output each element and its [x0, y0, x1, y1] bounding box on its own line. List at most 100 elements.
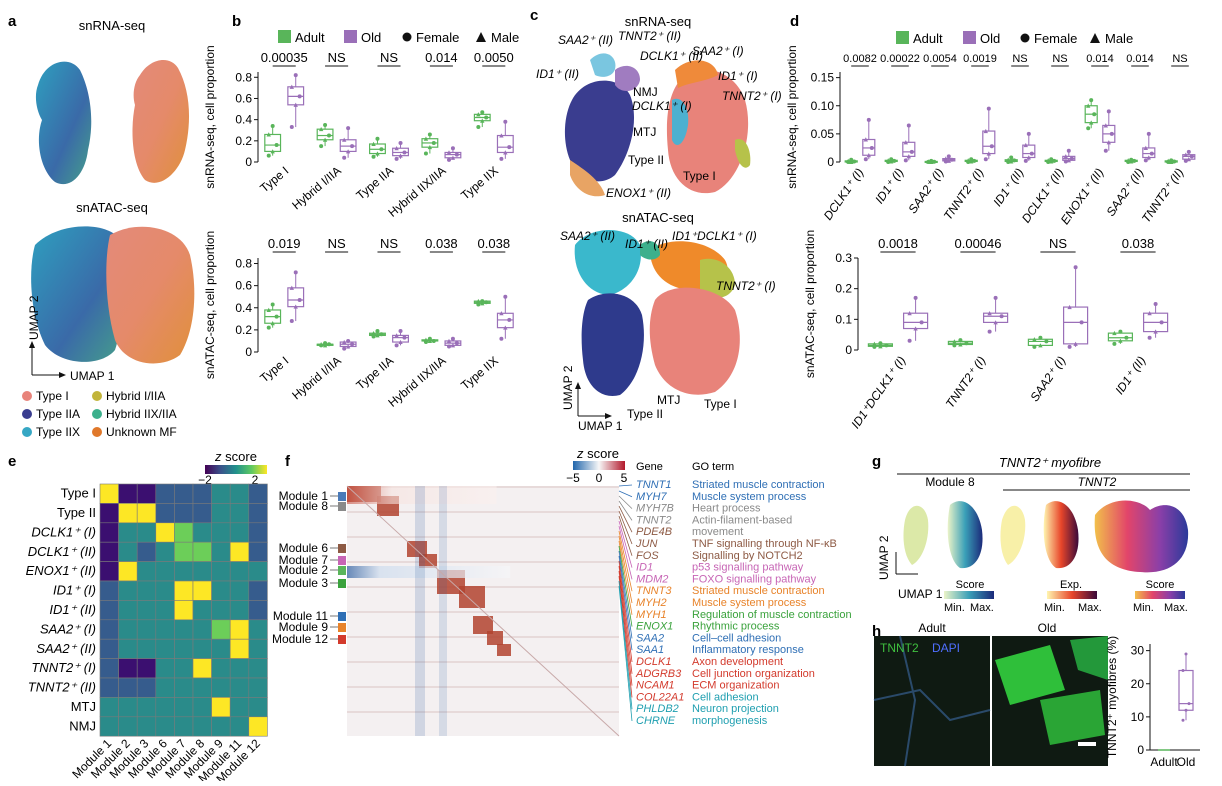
data-point-female [342, 155, 347, 160]
p-value-label: NS [1052, 53, 1067, 65]
data-point-female [946, 154, 951, 159]
f-module-sidebar [338, 502, 346, 511]
legend-label: Type IIA [36, 407, 80, 421]
data-point-male [394, 333, 399, 338]
umap-axis-y-label: UMAP 2 [877, 535, 891, 580]
umap-axis-x-label: UMAP 1 [70, 369, 115, 383]
heatmap-cell [192, 561, 212, 582]
legend-label: Hybrid I/IIA [106, 389, 165, 403]
heatmap-cell [229, 600, 250, 621]
heatmap-cell [99, 658, 119, 679]
data-point-female [852, 159, 857, 164]
data-point-female [1146, 131, 1151, 136]
heatmap-cell [248, 716, 268, 737]
g-min-label: Min. [1133, 602, 1154, 614]
box-old [902, 312, 929, 330]
heatmap-cell [99, 503, 119, 524]
data-point-female [958, 338, 963, 343]
heatmap-cell [136, 619, 157, 640]
y-tick-label: 0.2 [235, 323, 252, 337]
f-heatmap-rowstripe [347, 536, 619, 538]
data-point-male [1006, 157, 1011, 162]
f-gene-connector [618, 520, 633, 568]
heatmap-cell [192, 600, 212, 621]
panel-letter-d: d [790, 13, 799, 30]
heatmap-cell [136, 677, 157, 698]
f-diagonal [346, 485, 620, 737]
legend-swatch [22, 391, 32, 401]
legend-male-label: Male [491, 30, 519, 45]
panel-letter-f: f [285, 453, 291, 470]
data-point-male [1143, 145, 1148, 150]
p-value-label: 0.038 [478, 236, 511, 251]
heatmap-cell [192, 619, 212, 640]
y-tick-label: 0.05 [811, 127, 835, 141]
data-point-female [913, 295, 918, 300]
data-point-male [345, 344, 351, 349]
box-old [982, 130, 996, 155]
data-point-male [889, 159, 894, 164]
data-point-male [1086, 103, 1091, 108]
arrow-right-icon [605, 413, 612, 419]
data-point-female [952, 343, 957, 348]
data-point-male [322, 137, 328, 142]
f-gene-label: ENOX1 [636, 621, 673, 633]
legend-adult-label: Adult [913, 31, 943, 46]
heatmap-cell [155, 483, 175, 504]
data-point-male [270, 321, 275, 326]
chart-b-top: 0 0.2 0.4 0.6 0.8 snRNA-seq, cell proportion 0… [203, 45, 514, 220]
panel-g: TNNT2⁺ myofibre Module 8 TNNT2 UMAP 2 UM… [877, 455, 1190, 614]
data-point-male [903, 140, 908, 145]
data-point-female [484, 115, 489, 120]
f-module-label: Module 12 [272, 632, 328, 646]
f-heatmap-colstripe [439, 486, 447, 736]
heatmap-row-label: MTJ [71, 699, 96, 714]
data-point-female [427, 336, 432, 341]
arrow-right-icon [59, 372, 66, 378]
data-point-male [986, 151, 991, 156]
data-point-male [943, 156, 948, 161]
umap-cluster-label: Type II [628, 153, 664, 167]
heatmap-cell [99, 638, 119, 659]
data-point-female [1132, 158, 1137, 163]
f-scale-title: z score [576, 446, 619, 461]
data-point-female [884, 343, 889, 348]
y-tick-label: 0.1 [835, 312, 852, 326]
heatmap-cell [211, 638, 231, 659]
heatmap-cell [136, 522, 157, 543]
data-point-male [341, 339, 347, 345]
y-tick-label: 0.10 [811, 99, 835, 113]
male-triangle-icon [1090, 33, 1100, 43]
data-point-female [319, 144, 324, 149]
z-letter: z [214, 449, 222, 464]
f-gene-connector [618, 535, 633, 604]
heatmap-cell [248, 658, 268, 679]
heatmap-cell [118, 561, 138, 582]
box-old [287, 287, 305, 308]
g-max-label: Max. [970, 602, 994, 614]
umap-cluster-label: TNNT2⁺ (I) [716, 279, 776, 293]
f-go-term: morphogenesis [692, 715, 768, 727]
x-tick-label: ID1⁺ (II) [990, 166, 1026, 209]
data-point-male [926, 159, 931, 164]
heatmap-row-label: TNNT2⁺ (I) [31, 660, 96, 675]
f-scale-tick: 5 [621, 471, 628, 485]
data-point-male [913, 326, 918, 331]
h-adult-title: Adult [918, 621, 946, 635]
h-stain-tnnt2: TNNT2 [880, 641, 919, 655]
data-point-female [1129, 157, 1134, 162]
f-module-sidebar [338, 492, 346, 501]
scale-word: score [584, 446, 619, 461]
data-point-female [480, 299, 485, 304]
arrow-up-icon [29, 341, 35, 348]
h-tnnt2-positive-fibre [995, 645, 1065, 705]
heatmap-cell [192, 677, 212, 698]
heatmap-cell [99, 619, 119, 640]
data-point-female [1073, 265, 1078, 270]
x-tick-label: TNNT2⁺ (II) [1139, 166, 1187, 226]
f-heatmap [347, 486, 619, 736]
data-point-male [863, 137, 868, 142]
x-tick-label: SAA2⁺ (II) [1103, 166, 1146, 219]
x-tick-label: Type I [257, 354, 291, 386]
panel-letter-g: g [872, 453, 881, 470]
